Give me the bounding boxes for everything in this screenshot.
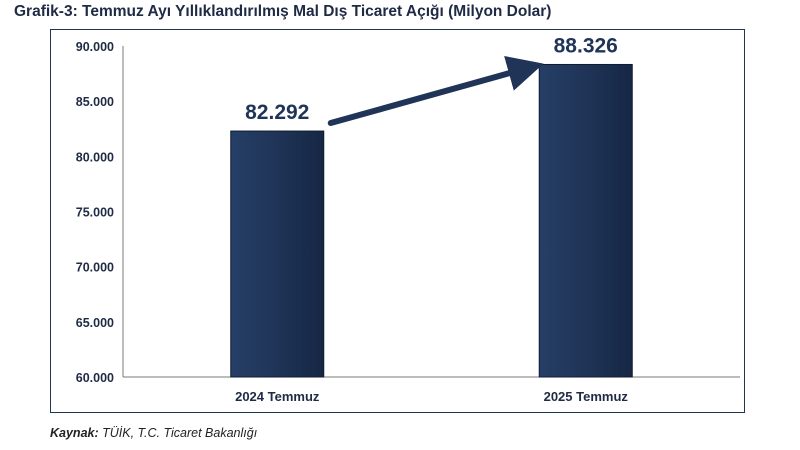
y-tick-label: 70.000 <box>76 261 114 275</box>
bar <box>538 63 633 378</box>
source-label: Kaynak: <box>50 426 99 440</box>
source-note: Kaynak: TÜİK, T.C. Ticaret Bakanlığı <box>50 426 257 440</box>
source-text: TÜİK, T.C. Ticaret Bakanlığı <box>102 426 258 440</box>
bar <box>230 130 325 378</box>
x-tick-label: 2025 Temmuz <box>544 389 629 404</box>
bars-group <box>230 63 633 378</box>
y-tick-label: 65.000 <box>76 316 114 330</box>
annotations: 82.292 88.326 <box>245 34 618 127</box>
x-tick-label: 2024 Temmuz <box>235 389 320 404</box>
trend-arrow <box>327 55 544 127</box>
data-label: 88.326 <box>554 34 618 57</box>
y-tick-label: 75.000 <box>76 206 114 220</box>
y-tick-label: 60.000 <box>76 371 114 385</box>
y-axis: 60.000 65.000 70.000 75.000 80.000 85.000 90.0… <box>76 40 740 385</box>
x-axis: 2024 Temmuz 2025 Temmuz <box>235 389 628 404</box>
y-tick-label: 90.000 <box>76 40 114 54</box>
data-label: 82.292 <box>245 101 309 124</box>
y-tick-label: 80.000 <box>76 150 114 164</box>
y-tick-label: 85.000 <box>76 95 114 109</box>
chart-frame <box>50 29 745 413</box>
chart-title: Grafik-3: Temmuz Ayı Yıllıklandırılmış M… <box>14 3 552 20</box>
